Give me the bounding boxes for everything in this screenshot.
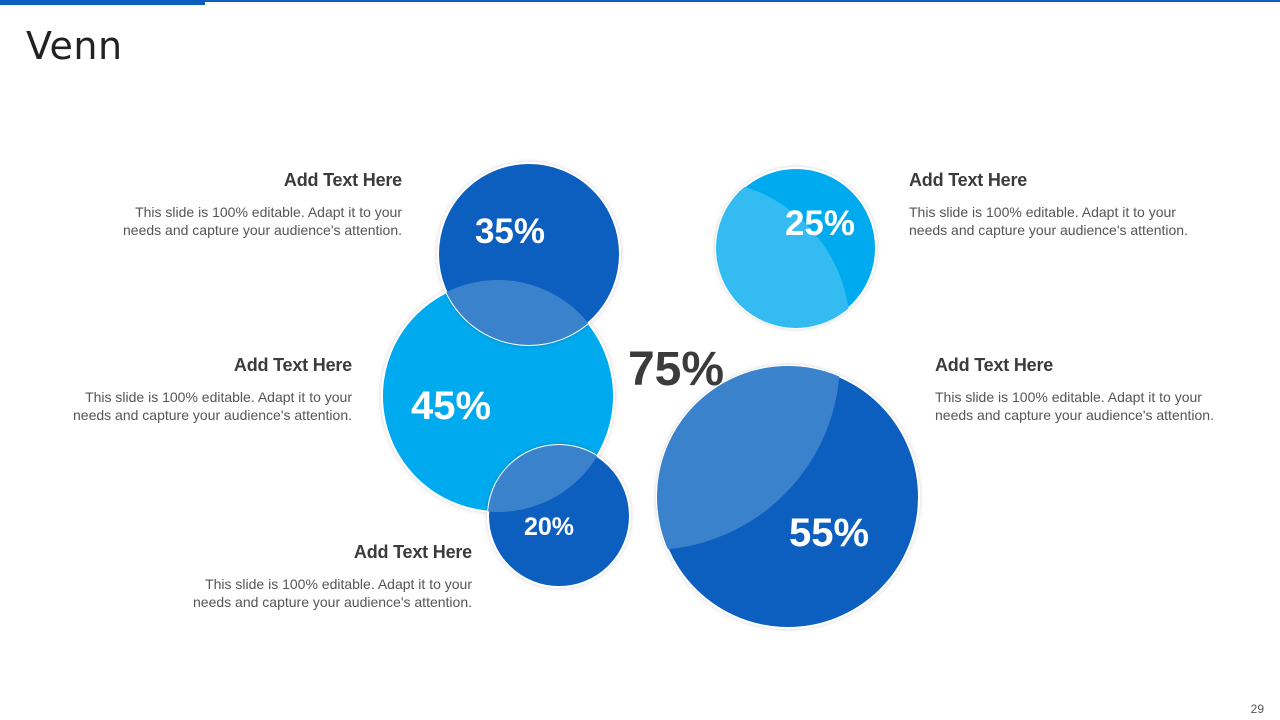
text-block-bottom-left: Add Text Here This slide is 100% editabl…: [172, 542, 472, 611]
slide-title: Venn: [26, 24, 123, 68]
venn-lens-55: [657, 366, 840, 550]
circle-label-35: 35%: [475, 212, 545, 251]
text-body: This slide is 100% editable. Adapt it to…: [909, 204, 1188, 238]
circle-label-20: 20%: [524, 513, 574, 541]
text-body: This slide is 100% editable. Adapt it to…: [935, 389, 1214, 423]
page-number: 29: [1250, 702, 1264, 716]
top-accent-bar: [0, 0, 205, 5]
text-heading: Add Text Here: [283, 170, 402, 190]
text-heading: Add Text Here: [935, 355, 1054, 375]
top-rule: [0, 0, 1280, 2]
text-block-top-right: Add Text Here This slide is 100% editabl…: [909, 170, 1209, 239]
circle-label-55: 55%: [789, 511, 869, 555]
center-value: 75%: [628, 343, 724, 396]
text-body: This slide is 100% editable. Adapt it to…: [73, 389, 352, 423]
text-body: This slide is 100% editable. Adapt it to…: [193, 576, 472, 610]
text-heading: Add Text Here: [353, 542, 472, 562]
text-block-mid-right: Add Text Here This slide is 100% editabl…: [935, 355, 1235, 424]
text-body: This slide is 100% editable. Adapt it to…: [123, 204, 402, 238]
circle-label-45: 45%: [411, 384, 491, 428]
circle-label-25: 25%: [785, 204, 855, 243]
venn-lens-25: [716, 180, 850, 328]
text-heading: Add Text Here: [233, 355, 352, 375]
text-heading: Add Text Here: [909, 170, 1028, 190]
text-block-mid-left: Add Text Here This slide is 100% editabl…: [52, 355, 352, 424]
text-block-top-left: Add Text Here This slide is 100% editabl…: [102, 170, 402, 239]
